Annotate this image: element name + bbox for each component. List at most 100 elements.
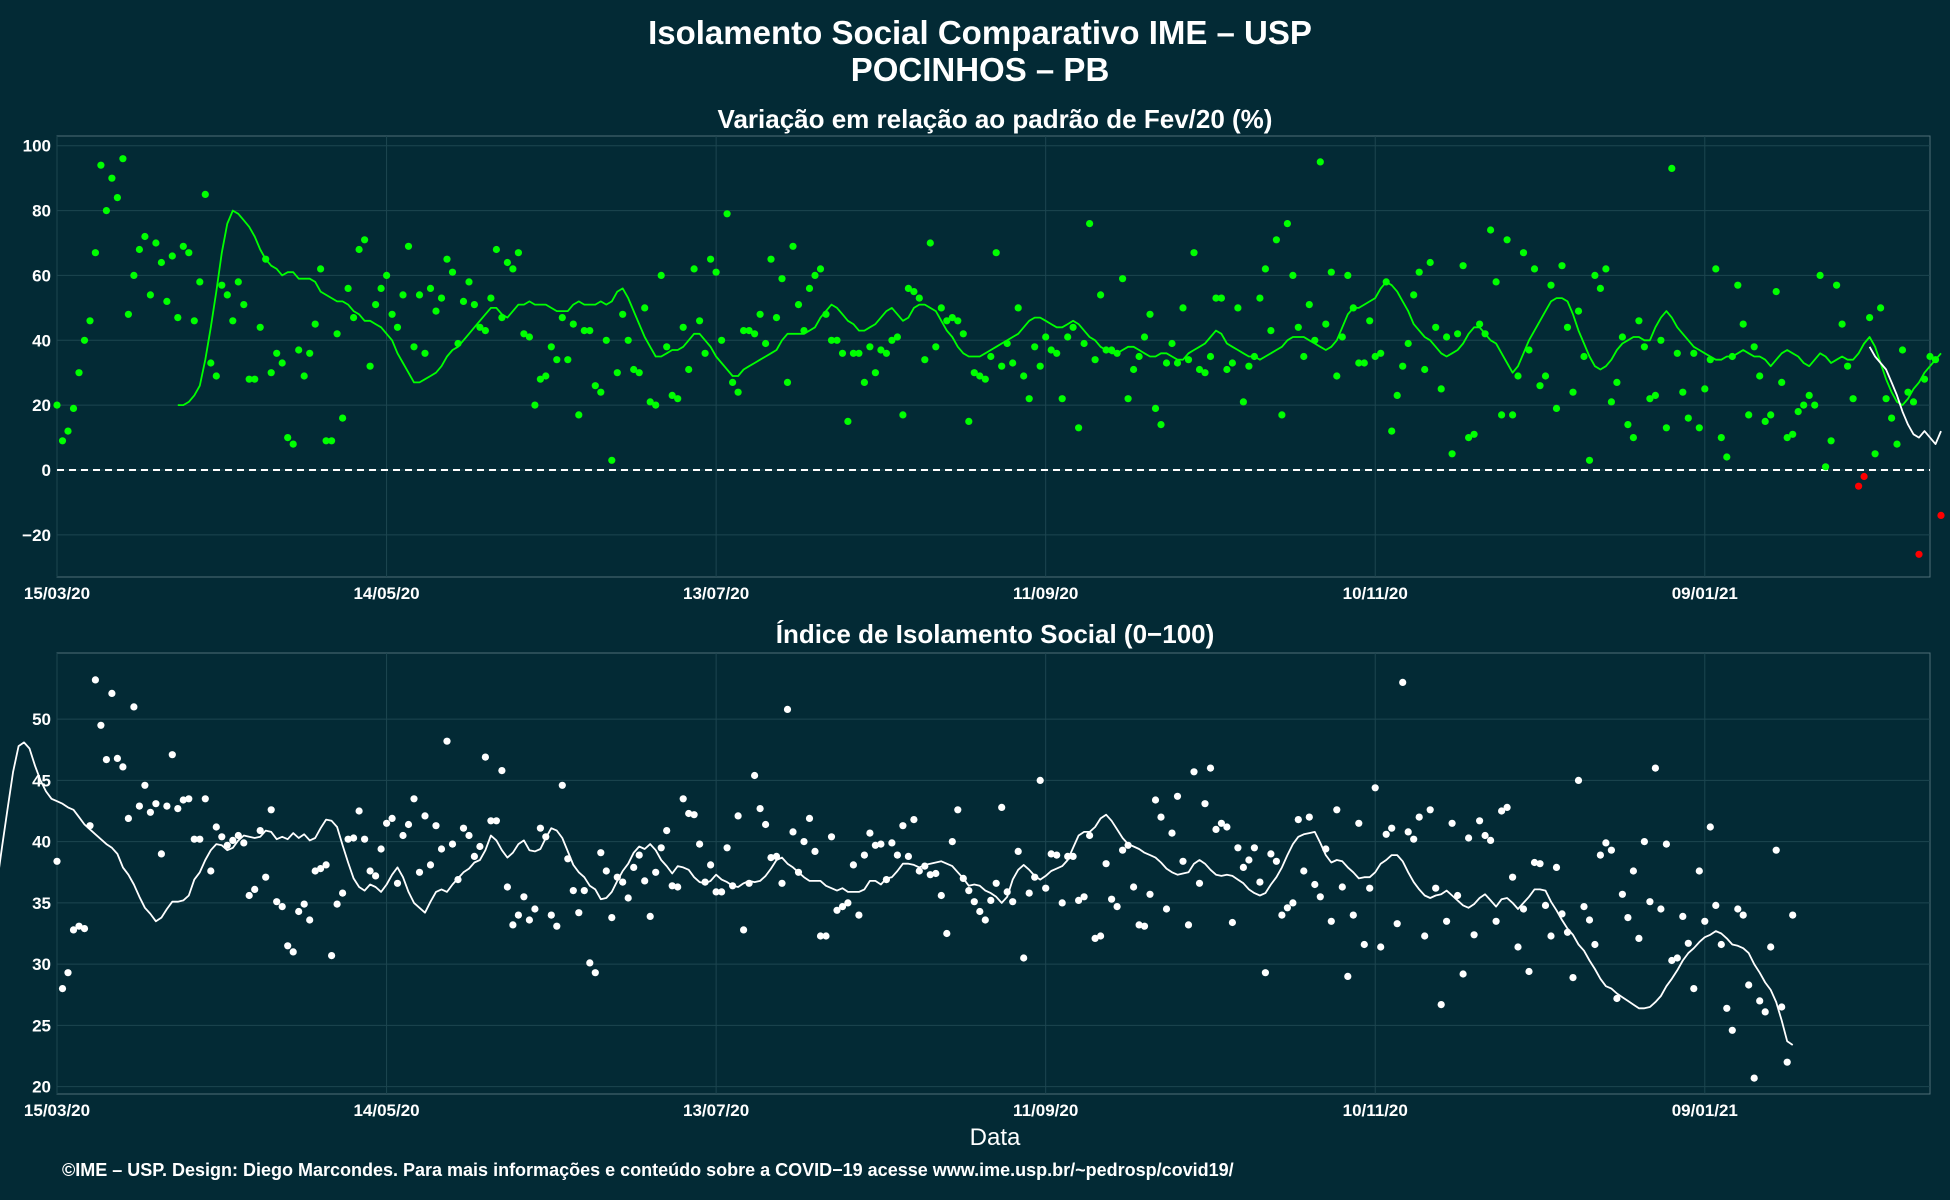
data-point [1673,349,1681,357]
data-point [734,388,742,396]
data-point [234,278,242,286]
data-point [1366,884,1374,892]
data-point [1206,764,1215,772]
data-point [1844,362,1852,370]
data-point [1201,800,1209,808]
data-point [1113,903,1121,911]
data-point [459,297,468,305]
data-point [75,922,83,930]
data-point [185,795,193,803]
data-point [1888,414,1896,422]
y-tick-label: 35 [32,894,51,913]
data-point [767,854,775,862]
data-point [1080,893,1088,901]
data-point [1399,362,1407,370]
data-point [1745,411,1753,419]
data-point [723,844,731,852]
data-point [141,781,149,789]
data-point [602,867,610,875]
data-point [569,887,577,895]
data-point [1267,327,1275,335]
data-point [1371,352,1379,361]
data-point [339,414,347,422]
data-point [701,349,709,357]
data-point [377,845,385,853]
data-point [470,301,478,309]
data-point [904,852,913,861]
data-point [1338,333,1346,341]
data-point [663,827,671,835]
data-point [1530,265,1539,273]
data-point [481,327,489,335]
data-point [926,239,934,247]
data-point [1305,813,1313,821]
data-point [954,317,962,325]
data-point [1723,1004,1731,1012]
data-point [80,336,89,344]
data-point [1668,956,1676,965]
data-point [152,800,160,808]
data-point [361,835,369,843]
data-point [1871,450,1879,458]
data-point [1360,940,1368,949]
y-tick-label: 50 [32,710,51,729]
data-point [987,896,995,905]
data-point [372,872,380,880]
data-point [707,861,715,869]
data-point [1151,796,1160,804]
data-point [1091,356,1099,364]
data-point [1228,918,1236,927]
data-point [1377,943,1385,951]
data-point [1069,852,1077,861]
data-point [1020,372,1028,380]
data-point [1602,265,1610,273]
data-point [492,245,500,254]
data-point [311,320,319,328]
data-point [525,916,534,924]
data-point [547,911,555,919]
data-point [1283,904,1291,912]
data-point [1195,879,1204,887]
data-point [1140,333,1149,341]
panel-index: Índice de Isolamento Social (0−100) 20 25… [0,619,1931,1151]
data-point [1333,806,1341,814]
data-point [1272,857,1280,865]
data-point [597,388,605,396]
data-point [1651,391,1659,399]
data-point [937,891,945,900]
data-point [317,865,325,873]
data-point [135,245,143,254]
data-point [278,903,286,911]
data-point [1574,776,1583,785]
data-point [108,689,116,698]
data-point [833,336,841,344]
data-point [157,258,165,267]
data-point [1745,981,1753,989]
data-point [1415,813,1423,821]
data-point [1772,288,1780,296]
data-point [624,894,632,902]
data-point [1591,940,1599,949]
data-point [641,877,649,885]
data-point [185,249,193,257]
data-point [1289,271,1297,279]
data-point [844,417,852,425]
moving-average-line [177,209,1942,406]
data-point [1717,434,1725,442]
data-point [1250,844,1258,852]
data-point [1322,320,1330,328]
data-point [1448,450,1456,458]
data-point [1783,434,1791,442]
data-point [696,840,704,848]
data-point [1673,954,1681,962]
data-point [762,339,770,348]
data-point [514,911,523,919]
y-tick-label: −20 [22,526,51,545]
data-point [295,346,303,354]
data-point [729,378,737,386]
data-point [1239,398,1247,406]
data-point [207,359,215,367]
data-point [1498,807,1506,815]
data-point [525,333,534,341]
data-point [229,836,237,845]
